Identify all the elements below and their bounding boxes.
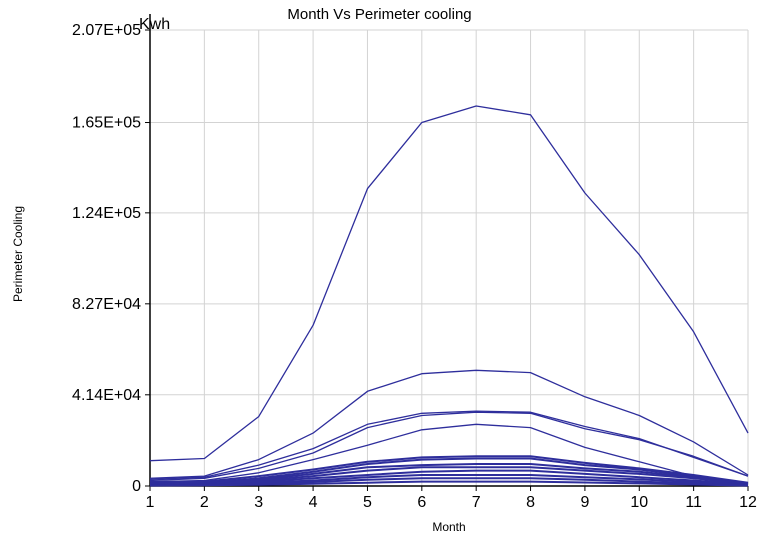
chart-title: Month Vs Perimeter cooling [287, 6, 472, 23]
series-line [149, 457, 749, 485]
y-tick-label: 8.27E+04 [72, 296, 141, 313]
x-tick-label: 2 [200, 494, 209, 511]
y-tick-label: 1.65E+05 [72, 115, 141, 132]
y-unit-label: Kwh [139, 16, 171, 33]
series-line [149, 480, 749, 487]
x-tick-label: 10 [630, 494, 648, 511]
x-tick-label: 3 [254, 494, 263, 511]
y-tick-label: 0 [132, 478, 141, 495]
series-line [149, 105, 749, 462]
x-tick-label: 8 [526, 494, 535, 511]
x-tick-label: 1 [146, 494, 155, 511]
y-tick-label: 4.14E+04 [72, 387, 141, 404]
x-tick-label: 11 [685, 494, 702, 511]
y-tick-label: 2.07E+05 [72, 22, 141, 39]
series-line [149, 410, 749, 481]
x-tick-label: 6 [417, 494, 426, 511]
x-axis-label: Month [432, 520, 466, 534]
series-line [149, 369, 749, 479]
x-tick-label: 5 [363, 494, 372, 511]
x-tick-label: 4 [309, 494, 318, 511]
x-tick-label: 7 [472, 494, 481, 511]
series-line [149, 423, 749, 484]
series-line [149, 411, 749, 482]
x-tick-label: 9 [580, 494, 589, 511]
y-tick-label: 1.24E+05 [72, 205, 141, 222]
series-line [149, 455, 749, 484]
x-tick-label: 12 [739, 494, 757, 511]
